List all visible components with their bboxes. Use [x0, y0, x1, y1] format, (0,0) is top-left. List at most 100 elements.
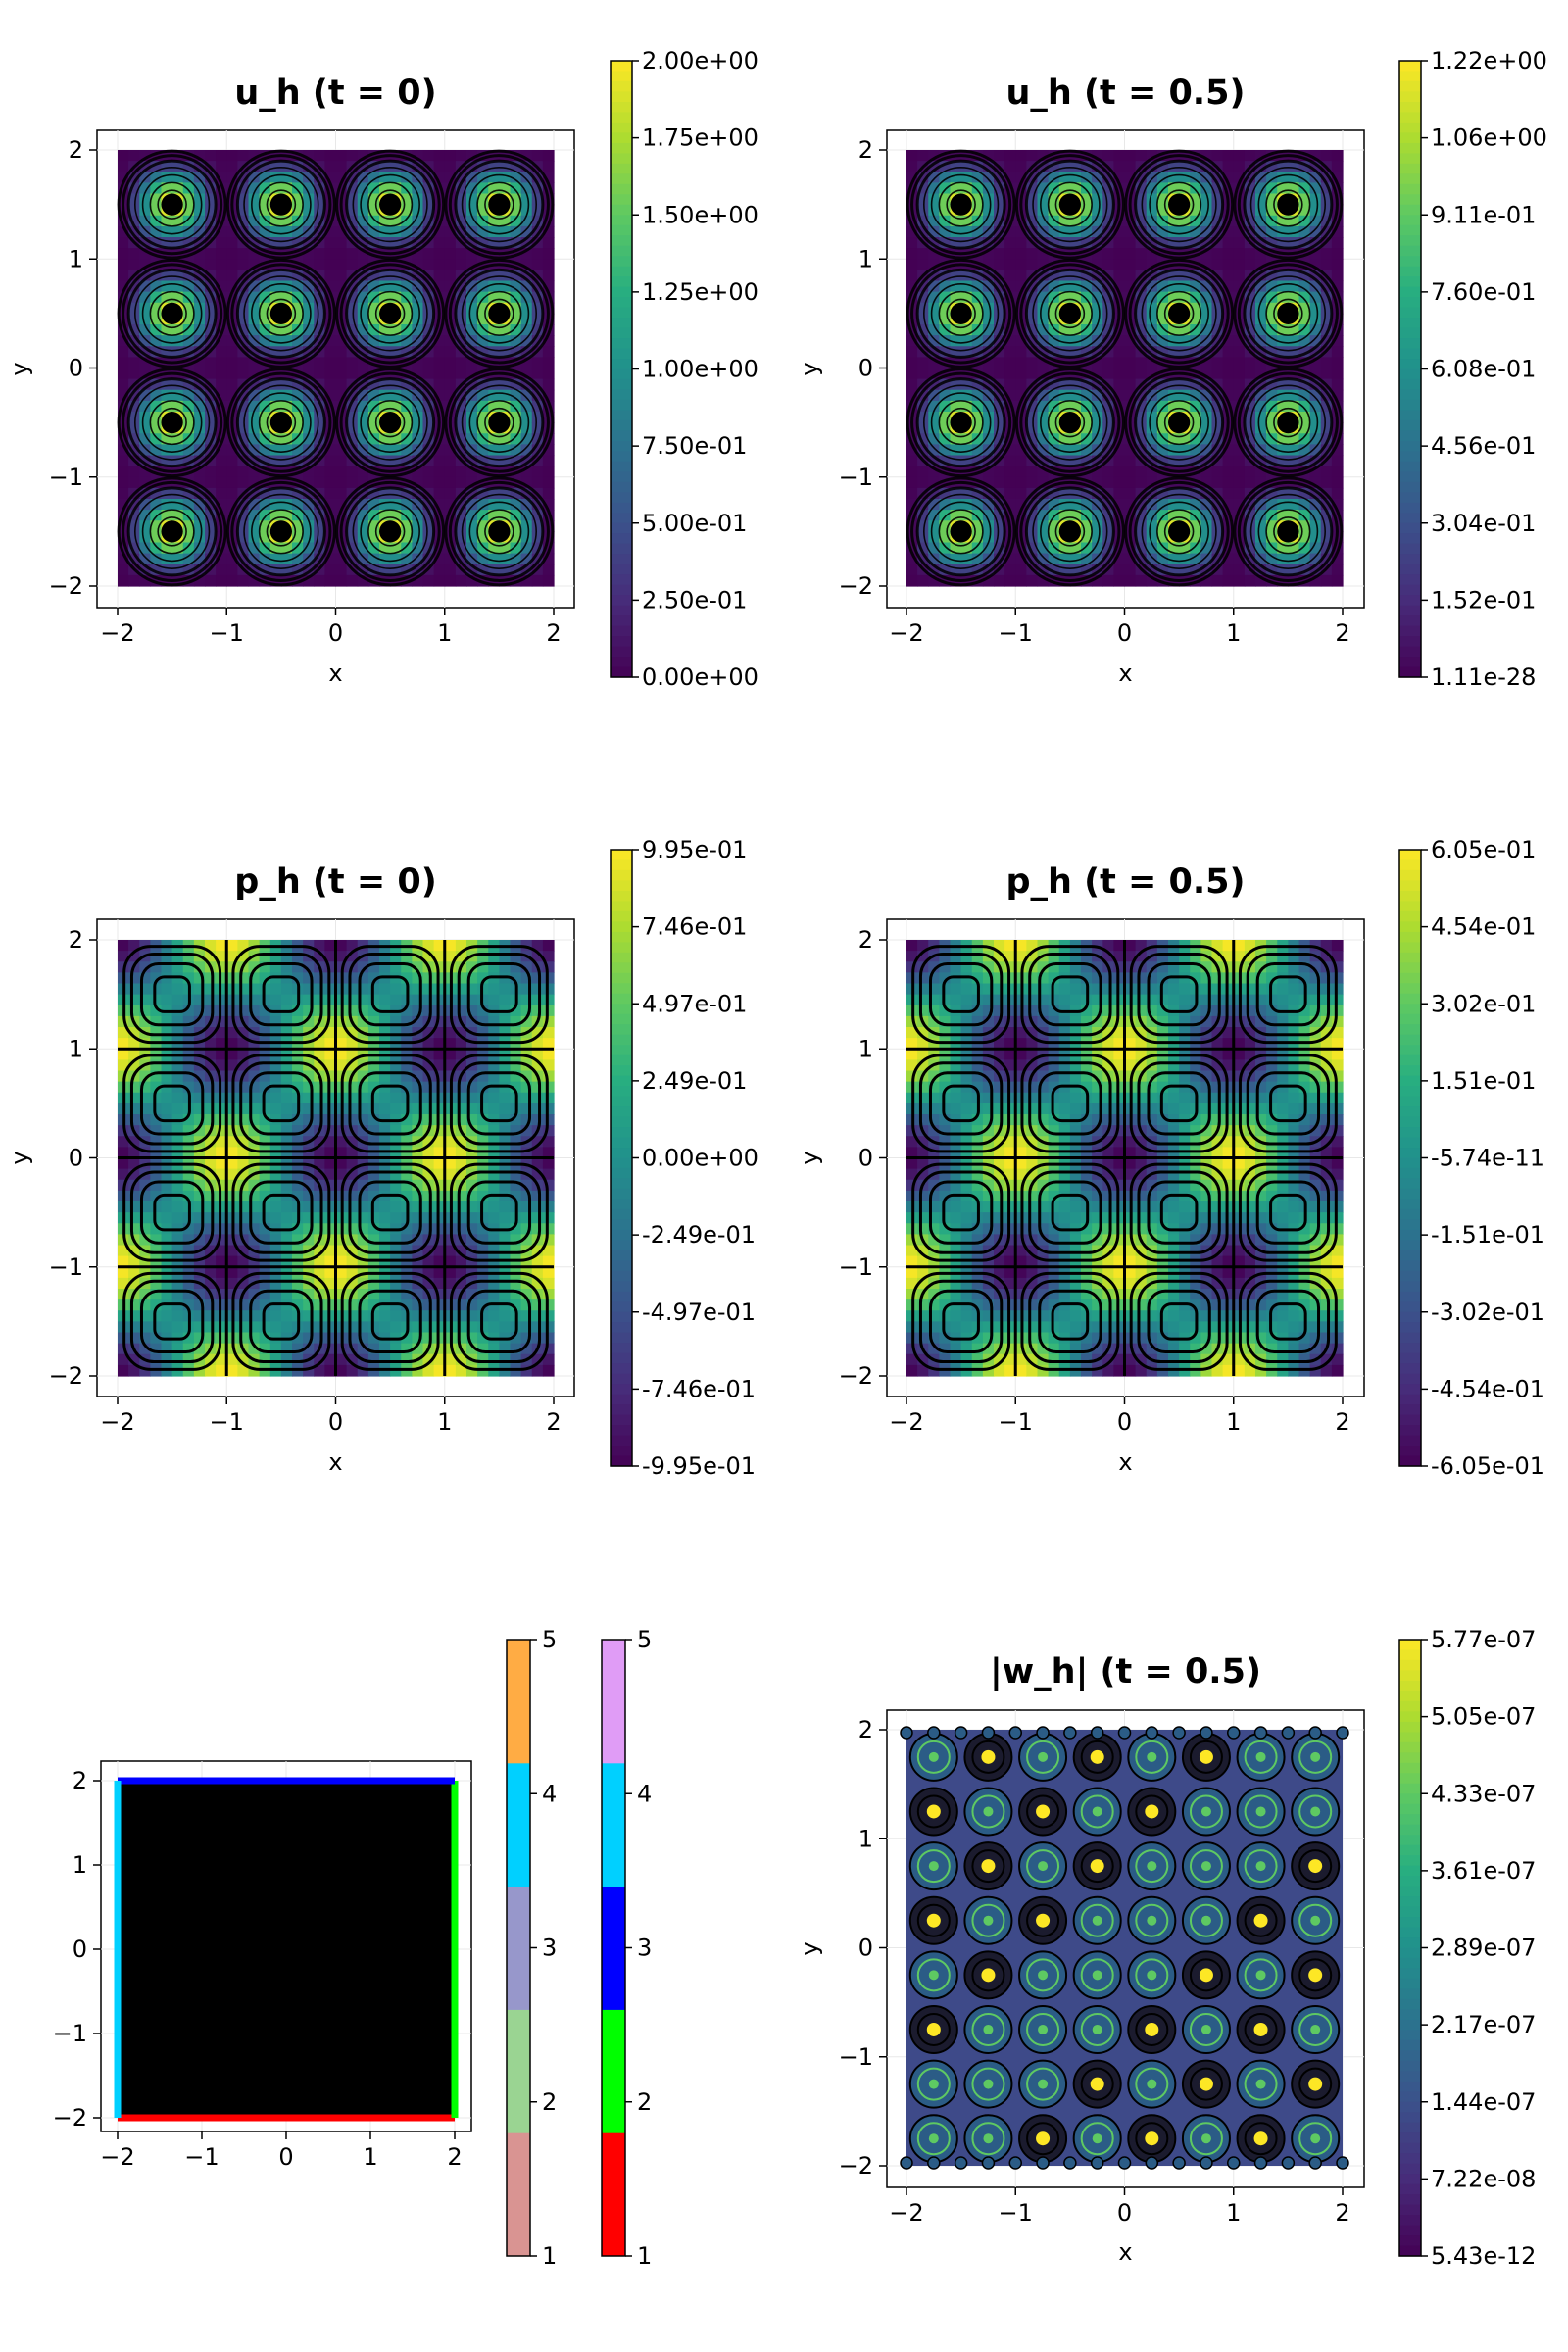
field-cell	[1309, 248, 1322, 260]
field-cell	[1015, 357, 1027, 369]
field-cell	[259, 324, 271, 336]
field-cell	[531, 357, 544, 369]
field-cell	[1156, 346, 1169, 358]
field-cell	[259, 1245, 271, 1257]
field-cell	[193, 455, 206, 467]
field-cell	[193, 499, 206, 511]
field-cell	[1179, 215, 1191, 227]
field-cell	[1092, 378, 1103, 391]
field-cell	[939, 455, 952, 467]
field-cell	[950, 510, 962, 521]
field-cell	[1244, 313, 1256, 325]
contour-layer	[906, 149, 1344, 587]
field-cell	[477, 225, 489, 238]
y-tick-label: −1	[49, 1253, 83, 1281]
field-cell	[248, 1147, 261, 1159]
field-cell	[433, 291, 446, 304]
field-cell	[510, 444, 522, 457]
field-cell	[139, 1190, 151, 1202]
field-cell	[139, 193, 151, 206]
field-cell	[1092, 280, 1103, 293]
field-cell	[982, 510, 995, 521]
field-cell	[280, 378, 293, 391]
y-tick-label: −1	[49, 464, 83, 491]
field-cell	[906, 346, 918, 358]
field-cell	[357, 378, 369, 391]
field-cell	[1135, 389, 1148, 402]
field-cell	[994, 280, 1005, 293]
field-cell	[422, 972, 435, 985]
field-cell	[982, 553, 995, 565]
contour-ring	[1273, 298, 1303, 329]
field-cell	[139, 1310, 151, 1322]
field-cell	[193, 1289, 206, 1300]
field-cell	[412, 1321, 424, 1334]
field-cell	[1244, 520, 1256, 532]
field-cell	[982, 531, 995, 544]
field-cell	[379, 1136, 391, 1148]
field-cell	[422, 1212, 435, 1224]
field-cell	[994, 368, 1005, 380]
field-cell	[368, 270, 380, 282]
field-cell	[1146, 444, 1158, 457]
field-cell	[1037, 335, 1050, 347]
field-cell	[1102, 150, 1114, 162]
field-cell	[1288, 237, 1300, 249]
field-cell	[118, 1364, 129, 1377]
field-cell	[1266, 204, 1278, 217]
field-cell	[390, 346, 402, 358]
field-cell	[1092, 520, 1103, 532]
field-cell	[994, 204, 1005, 217]
field-cell	[390, 389, 402, 402]
field-cell	[1004, 542, 1016, 555]
field-cell	[1266, 225, 1278, 238]
field-cell	[466, 531, 478, 544]
field-cell	[1037, 553, 1050, 565]
field-cell	[1135, 412, 1148, 423]
field-cell	[444, 215, 457, 227]
field-cell	[182, 172, 195, 183]
field-cell	[346, 510, 359, 521]
field-cell	[357, 346, 369, 358]
field-cell	[455, 1277, 467, 1290]
field-cell	[412, 1004, 424, 1017]
field-cell	[248, 335, 261, 347]
field-cell	[531, 466, 544, 478]
field-cell	[128, 476, 140, 489]
field-cell	[1037, 400, 1050, 413]
field-cell	[335, 1245, 348, 1257]
field-cell	[1320, 574, 1333, 587]
field-cell	[292, 1027, 304, 1039]
field-cell	[128, 520, 140, 532]
field-cell	[422, 215, 435, 227]
field-cell	[150, 564, 163, 576]
field-cell	[216, 270, 227, 282]
field-cell	[237, 1049, 250, 1060]
field-cell	[960, 542, 973, 555]
field-cell	[1113, 248, 1126, 260]
field-cell	[466, 346, 478, 358]
field-cell	[1069, 444, 1082, 457]
field-cell	[1081, 542, 1093, 555]
field-cell	[346, 215, 359, 227]
field-cell	[161, 400, 173, 413]
colorbar-tick-label: 1.25e+00	[642, 278, 759, 306]
field-cell	[248, 280, 261, 293]
field-cell	[1135, 280, 1148, 293]
field-cell	[422, 531, 435, 544]
field-cell	[433, 455, 446, 467]
y-tick-label: 1	[69, 1035, 83, 1062]
field-cell	[314, 1114, 325, 1126]
field-cell	[1102, 433, 1114, 445]
field-cell	[1244, 150, 1256, 162]
field-cell	[1277, 335, 1289, 347]
field-cell	[150, 259, 163, 270]
field-cell	[412, 346, 424, 358]
field-cell	[1081, 248, 1093, 260]
field-cell	[1069, 161, 1082, 172]
field-cell	[1113, 161, 1126, 172]
field-cell	[520, 302, 533, 315]
contour-ring	[1141, 167, 1217, 243]
field-cell	[270, 455, 282, 467]
field-cell	[193, 476, 206, 489]
